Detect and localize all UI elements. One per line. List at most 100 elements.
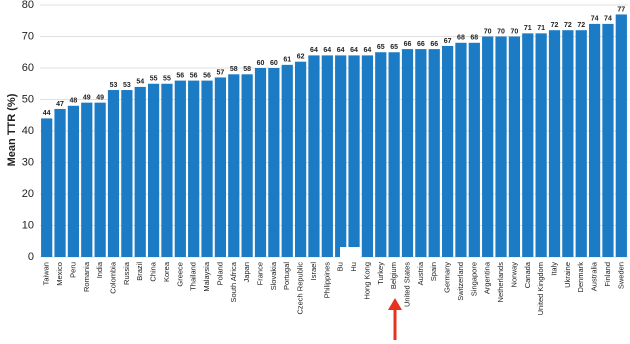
bar <box>81 102 93 258</box>
bar <box>588 23 601 258</box>
value-label: 49 <box>96 94 104 101</box>
value-label: 66 <box>404 41 412 48</box>
bar <box>361 55 374 258</box>
value-label: 55 <box>163 76 171 83</box>
x-tick-label: Taiwan <box>42 262 51 285</box>
bar <box>495 36 507 257</box>
bar <box>575 30 587 258</box>
x-tick-label: Russia <box>122 261 131 285</box>
value-label: 62 <box>297 54 305 61</box>
value-label: 61 <box>283 57 291 64</box>
x-tick-label: United Kingdom <box>536 262 545 315</box>
value-label: 64 <box>337 47 345 54</box>
bar <box>468 42 480 257</box>
value-label: 72 <box>564 22 572 29</box>
bar <box>268 68 280 257</box>
bar <box>254 68 267 257</box>
value-label: 47 <box>56 101 64 108</box>
x-tick-label: Denmark <box>576 262 585 293</box>
value-label: 56 <box>203 72 211 79</box>
bar <box>415 49 427 257</box>
value-label: 70 <box>497 28 505 35</box>
value-label: 74 <box>591 16 599 23</box>
x-tick-label: France <box>255 262 264 285</box>
y-tick-label: 10 <box>22 219 34 231</box>
y-tick-label: 0 <box>28 251 34 263</box>
x-tick-label: Slovakia <box>269 261 278 290</box>
x-tick-label: Turkey <box>376 262 385 285</box>
bar <box>201 80 213 257</box>
x-tick-label: India <box>95 261 104 278</box>
x-tick-label: Austria <box>416 261 425 285</box>
x-tick-label: Germany <box>443 262 452 293</box>
x-tick-label: Portugal <box>282 262 291 290</box>
bar <box>174 80 186 257</box>
value-label: 60 <box>270 60 278 67</box>
x-tick-label: Hong Kong <box>362 262 371 300</box>
x-tick-label: Sweden <box>616 262 625 289</box>
value-label: 64 <box>323 47 331 54</box>
value-label: 53 <box>110 82 118 89</box>
value-label: 77 <box>617 6 625 13</box>
bar <box>375 52 387 257</box>
y-tick-label: 70 <box>22 30 34 42</box>
value-label: 65 <box>390 44 398 51</box>
x-tick-label: Japan <box>242 262 251 282</box>
bar <box>428 49 440 257</box>
bar <box>348 55 360 258</box>
bar <box>107 90 120 257</box>
bar <box>281 64 293 257</box>
bar <box>188 80 200 257</box>
value-label: 71 <box>537 25 545 32</box>
bar <box>401 49 414 257</box>
bar <box>228 74 240 257</box>
bar <box>94 102 106 258</box>
bar <box>294 61 307 258</box>
x-tick-label: Peru <box>68 262 77 278</box>
occluder <box>340 247 360 261</box>
x-tick-label: Mexico <box>55 262 64 286</box>
x-tick-label: Colombia <box>108 261 117 294</box>
x-tick-label: Brazil <box>135 262 144 281</box>
bar <box>308 55 320 258</box>
x-tick-label: Netherlands <box>496 262 505 303</box>
bar <box>161 83 173 257</box>
value-label: 71 <box>524 25 532 32</box>
value-label: 74 <box>604 16 612 23</box>
x-tick-label: South Africa <box>229 261 238 302</box>
x-tick-label: Korea <box>162 261 171 282</box>
x-tick-label: Italy <box>549 262 558 276</box>
bar <box>455 42 467 257</box>
value-label: 64 <box>310 47 318 54</box>
bar <box>388 52 400 257</box>
bar <box>147 83 160 257</box>
bar <box>67 105 80 257</box>
bar <box>134 86 146 258</box>
x-tick-label: Finland <box>603 262 612 287</box>
arrow-head <box>388 298 402 310</box>
x-tick-label: Ukraine <box>563 262 572 288</box>
value-label: 64 <box>364 47 372 54</box>
value-label: 55 <box>150 76 158 83</box>
bar <box>602 23 614 258</box>
x-tick-label: Thailand <box>189 262 198 291</box>
value-label: 48 <box>70 98 78 105</box>
bar <box>241 74 253 257</box>
bar <box>214 77 227 257</box>
x-tick-label: Australia <box>590 261 599 291</box>
value-label: 49 <box>83 94 91 101</box>
x-tick-label: Canada <box>523 261 532 288</box>
bar <box>548 30 561 258</box>
x-tick-label: Greece <box>175 262 184 287</box>
value-label: 72 <box>551 22 559 29</box>
bar <box>321 55 333 258</box>
x-tick-label: United States <box>402 262 411 307</box>
y-tick-label: 40 <box>22 125 34 137</box>
bar <box>54 108 66 257</box>
bar <box>522 33 534 257</box>
value-label: 70 <box>484 28 492 35</box>
bar <box>615 14 627 258</box>
x-tick-label: Norway <box>509 262 518 288</box>
x-tick-label: Romania <box>82 261 91 292</box>
